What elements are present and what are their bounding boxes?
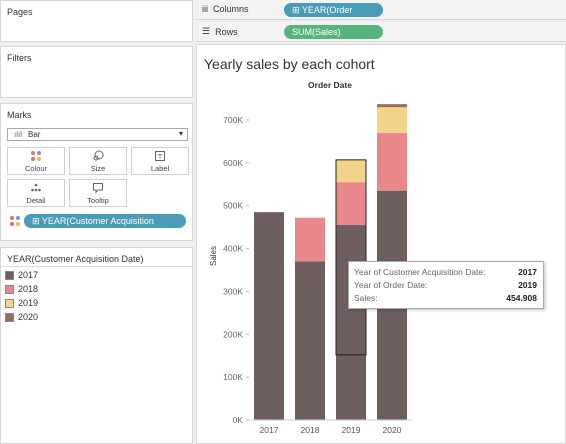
pages-panel: Pages bbox=[0, 0, 193, 42]
legend-label: 2019 bbox=[18, 298, 39, 308]
columns-shelf[interactable]: iii Columns ⊞ YEAR(Order Date) bbox=[196, 0, 566, 29]
tooltip-icon bbox=[70, 182, 126, 196]
tooltip-key: Year of Customer Acquisition Date: bbox=[354, 267, 486, 277]
tooltip: Year of Customer Acquisition Date: 2017 … bbox=[348, 261, 544, 309]
marks-title: Marks bbox=[7, 110, 32, 120]
label-button[interactable]: T Label bbox=[131, 147, 189, 175]
columns-label: Columns bbox=[213, 4, 249, 14]
legend-item[interactable]: 2017 bbox=[5, 270, 38, 280]
legend-swatch bbox=[5, 298, 14, 308]
rows-pill[interactable]: SUM(Sales) bbox=[284, 25, 383, 39]
tooltip-label: Tooltip bbox=[87, 196, 109, 205]
size-label: Size bbox=[90, 164, 106, 173]
legend-divider bbox=[1, 266, 192, 267]
chevron-down-icon: ▾ bbox=[178, 129, 183, 138]
colour-field-pill[interactable]: ⊞ YEAR(Customer Acquisition Date) bbox=[24, 214, 186, 240]
colour-field-label: YEAR(Customer Acquisition Date) bbox=[32, 216, 154, 240]
tooltip-button[interactable]: Tooltip bbox=[69, 179, 127, 207]
rows-icon: ☰ bbox=[202, 26, 211, 36]
columns-shelf-label: iii Columns bbox=[202, 4, 249, 14]
legend-title: YEAR(Customer Acquisition Date) bbox=[7, 254, 144, 264]
legend-swatch bbox=[5, 312, 14, 322]
label-icon: T bbox=[132, 150, 188, 164]
legend-item[interactable]: 2020 bbox=[5, 312, 38, 322]
tooltip-row: Year of Customer Acquisition Date: 2017 bbox=[354, 267, 537, 277]
label-label: Label bbox=[150, 164, 170, 173]
mark-type-value: Bar bbox=[28, 130, 41, 139]
colour-dots-icon bbox=[8, 150, 64, 164]
rows-shelf-label: ☰ Rows bbox=[202, 26, 238, 37]
size-icon bbox=[70, 150, 126, 164]
chart-panel: Yearly sales by each cohort bbox=[196, 44, 566, 444]
pages-title: Pages bbox=[7, 7, 33, 17]
colour-label: Colour bbox=[24, 164, 48, 173]
bar-chart-icon: ılıl bbox=[14, 130, 22, 139]
columns-icon: iii bbox=[202, 4, 208, 14]
tooltip-value: 2019 bbox=[518, 280, 537, 290]
svg-text:T: T bbox=[157, 153, 163, 161]
expand-plus-icon: ⊞ bbox=[292, 5, 302, 15]
size-button[interactable]: Size bbox=[69, 147, 127, 175]
filters-title: Filters bbox=[7, 53, 32, 63]
tooltip-value: 454.908 bbox=[506, 293, 537, 303]
filters-panel[interactable]: Filters bbox=[0, 46, 193, 98]
rows-label: Rows bbox=[215, 26, 238, 37]
legend-label: 2020 bbox=[18, 312, 39, 322]
colour-dots-icon bbox=[9, 215, 21, 229]
rows-pill-label: SUM(Sales) bbox=[292, 27, 341, 37]
chart-title: Yearly sales by each cohort bbox=[204, 56, 375, 72]
tooltip-row: Year of Order Date: 2019 bbox=[354, 280, 537, 290]
legend-label: 2017 bbox=[18, 270, 39, 280]
expand-plus-icon: ⊞ bbox=[32, 216, 42, 226]
colour-button[interactable]: Colour bbox=[7, 147, 65, 175]
tooltip-key: Year of Order Date: bbox=[354, 280, 428, 290]
legend-item[interactable]: 2019 bbox=[5, 298, 38, 308]
legend-item[interactable]: 2018 bbox=[5, 284, 38, 294]
columns-pill[interactable]: ⊞ YEAR(Order Date) bbox=[284, 3, 383, 29]
legend-panel: YEAR(Customer Acquisition Date) 2017 201… bbox=[0, 247, 193, 444]
tooltip-row: Sales: 454.908 bbox=[354, 293, 537, 303]
marks-panel: Marks ılıl Bar ▾ Colour Size T Label Det… bbox=[0, 103, 193, 241]
tooltip-value: 2017 bbox=[518, 267, 537, 277]
legend-label: 2018 bbox=[18, 284, 39, 294]
rows-shelf[interactable]: ☰ Rows SUM(Sales) bbox=[196, 22, 566, 42]
detail-icon bbox=[8, 182, 64, 196]
legend-swatch bbox=[5, 270, 14, 280]
detail-label: Detail bbox=[26, 196, 46, 205]
tooltip-key: Sales: bbox=[354, 293, 378, 303]
mark-type-dropdown[interactable]: ılıl Bar ▾ bbox=[7, 128, 188, 141]
legend-swatch bbox=[5, 284, 14, 294]
detail-button[interactable]: Detail bbox=[7, 179, 65, 207]
